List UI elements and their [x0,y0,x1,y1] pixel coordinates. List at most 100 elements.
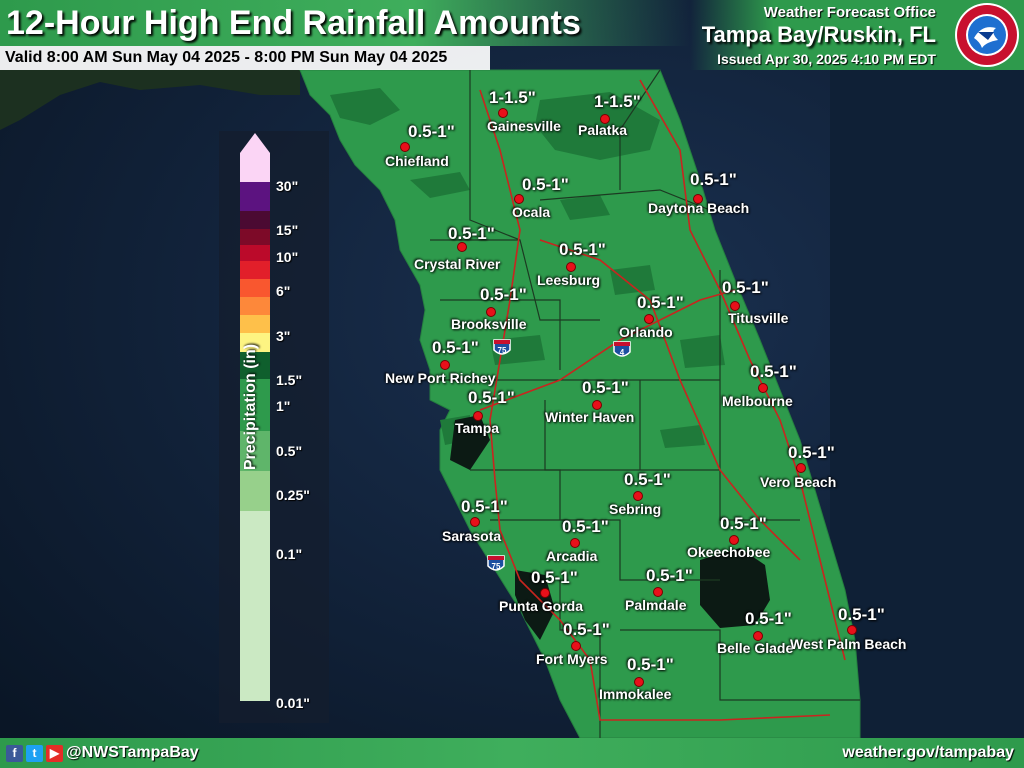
legend-tick-label: 3" [276,328,291,344]
city-marker [457,242,467,252]
legend-swatch [240,211,270,229]
city-name-label: Daytona Beach [648,200,750,216]
rainfall-amount-label: 0.5-1" [745,609,792,628]
rainfall-amount-label: 0.5-1" [788,443,835,462]
legend-swatch [240,352,270,379]
legend-tick-label: 0.5" [276,443,303,459]
legend-tick-label: 1.5" [276,372,303,388]
city-name-label: Belle Glade [717,640,794,656]
header: 12-Hour High End Rainfall Amounts Valid … [0,0,1024,70]
youtube-icon[interactable]: ▶ [46,745,63,762]
rainfall-amount-label: 0.5-1" [722,278,769,297]
rainfall-amount-label: 0.5-1" [531,568,578,587]
page-title: 12-Hour High End Rainfall Amounts [6,4,581,42]
city-name-label: West Palm Beach [790,636,907,652]
legend-tick-label: 15" [276,222,299,238]
title-bar [0,0,690,46]
footer [0,738,1024,768]
legend [219,131,329,723]
city-marker [540,588,550,598]
city-name-label: Ocala [512,204,551,220]
rainfall-amount-label: 0.5-1" [627,655,674,674]
city-marker [753,631,763,641]
facebook-icon[interactable]: f [6,745,23,762]
legend-tick-label: 0.1" [276,546,303,562]
legend-swatch [240,229,270,245]
city-marker [796,463,806,473]
city-name-label: Palmdale [625,597,687,613]
tampa-bay [450,415,490,470]
city-name-label: Okeechobee [687,544,771,560]
atlantic-water [830,0,1024,768]
rainfall-amount-label: 0.5-1" [468,388,515,407]
legend-tick-label: 1" [276,398,291,414]
legend-swatch [240,261,270,279]
city-name-label: Crystal River [414,256,501,272]
city-name-label: Arcadia [546,548,598,564]
valid-time: Valid 8:00 AM Sun May 04 2025 - 8:00 PM … [5,49,448,66]
city-marker [653,587,663,597]
city-name-label: Winter Haven [545,409,635,425]
legend-arrow [240,133,270,153]
issued-time: Issued Apr 30, 2025 4:10 PM EDT [717,51,936,67]
rainfall-amount-label: 0.5-1" [522,175,569,194]
city-name-label: Sebring [609,501,662,517]
city-marker [758,383,768,393]
interstate-number: 75 [498,346,507,355]
office-name: Tampa Bay/Ruskin, FL [701,22,936,47]
city-marker [470,517,480,527]
rainfall-amount-label: 0.5-1" [461,497,508,516]
city-name-label: Leesburg [537,272,601,288]
city-marker [600,114,610,124]
legend-tick-label: 6" [276,283,291,299]
legend-tick-label: 0.01" [276,695,310,711]
legend-swatch [240,182,270,211]
website-link[interactable]: weather.gov/tampabay [842,744,1014,761]
interstate-4-shield-icon: 4 [613,341,631,357]
city-name-label: Palatka [578,122,628,138]
rainfall-amount-label: 0.5-1" [646,566,693,585]
city-marker [634,677,644,687]
twitter-icon[interactable]: t [26,745,43,762]
office-line: Weather Forecast Office [763,4,936,21]
city-name-label: Immokalee [599,686,672,702]
legend-tick-label: 10" [276,249,299,265]
city-marker [514,194,524,204]
legend-swatch [240,153,270,182]
city-marker [498,108,508,118]
social-handle[interactable]: @NWSTampaBay [66,744,199,761]
rainfall-amount-label: 0.5-1" [637,293,684,312]
city-marker [730,301,740,311]
rainfall-amount-label: 0.5-1" [720,514,767,533]
legend-swatch [240,315,270,333]
legend-swatch [240,471,270,511]
city-marker [729,535,739,545]
city-marker [592,400,602,410]
legend-swatch [240,379,270,431]
rainfall-amount-label: 0.5-1" [750,362,797,381]
city-marker [400,142,410,152]
rainfall-amount-label: 0.5-1" [582,378,629,397]
city-marker [486,307,496,317]
city-name-label: Melbourne [722,393,793,409]
city-name-label: Titusville [728,310,789,326]
city-name-label: Chiefland [385,153,449,169]
interstate-75-shield-icon: 75 [487,555,505,571]
legend-tick-label: 30" [276,178,299,194]
city-marker [847,625,857,635]
city-marker [693,194,703,204]
city-name-label: New Port Richey [385,370,496,386]
legend-tick-label: 0.25" [276,487,310,503]
interstate-75-shield-icon: 75 [493,339,511,355]
rainfall-amount-label: 0.5-1" [559,240,606,259]
city-marker [571,641,581,651]
rainfall-amount-label: 0.5-1" [448,224,495,243]
panhandle-land [0,70,300,130]
rainfall-amount-label: 1-1.5" [489,88,536,107]
rainfall-amount-label: 0.5-1" [480,285,527,304]
legend-swatch [240,297,270,315]
rainfall-amount-label: 0.5-1" [690,170,737,189]
rainfall-amount-label: 0.5-1" [562,517,609,536]
lake-okeechobee [700,548,770,628]
